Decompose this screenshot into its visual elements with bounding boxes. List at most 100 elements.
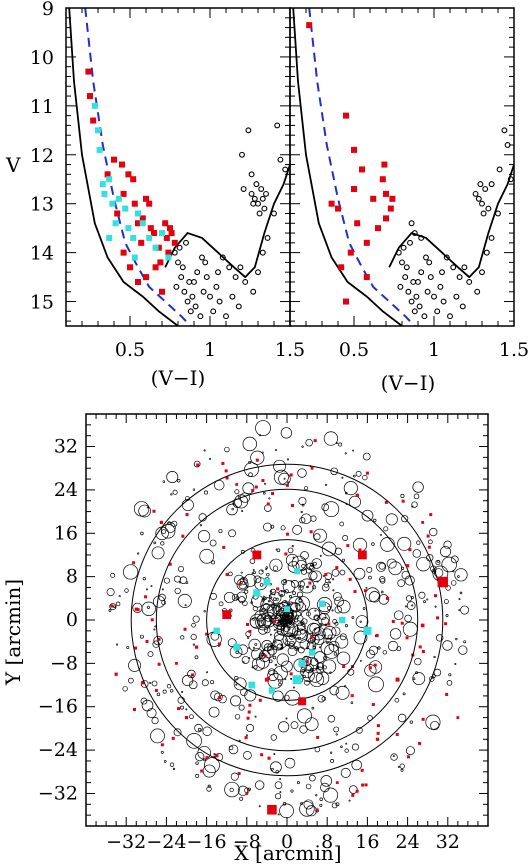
map-star-open xyxy=(412,481,424,493)
cmd-right-star-open xyxy=(496,166,503,173)
map-star-open xyxy=(313,533,321,541)
cmd-left-star-open xyxy=(242,279,249,285)
cmd-left-star-cyan xyxy=(139,220,146,227)
cmd-right-star-open xyxy=(485,205,492,212)
map-star-open xyxy=(368,676,384,693)
map-star-open xyxy=(265,615,272,622)
map-star-open xyxy=(179,576,188,584)
map-star-open xyxy=(203,758,206,762)
map-star-open xyxy=(343,481,358,496)
map-star-open xyxy=(218,529,223,534)
map-star-open xyxy=(292,591,296,595)
map-star-open xyxy=(344,624,349,628)
map-star-open xyxy=(274,619,281,627)
map-star-open xyxy=(301,618,308,625)
map-star-open xyxy=(294,595,310,612)
map-star-open xyxy=(353,630,368,645)
map-star-open xyxy=(458,645,468,655)
cmd-left-star-cyan xyxy=(96,146,103,153)
cmd-left-star-red xyxy=(168,230,175,237)
cmd-right-isochrone-solid-2 xyxy=(388,164,514,279)
cmd-left-isochrone-dashed-0 xyxy=(84,8,192,326)
map-star-open xyxy=(405,746,415,756)
cmd-left-star-red xyxy=(87,93,93,100)
cmd-right-panel: 0.5 1 1.5 (V−I) xyxy=(289,7,529,395)
map-star-open xyxy=(365,587,380,603)
cmd-left-star-open xyxy=(186,279,193,285)
map-star-open xyxy=(230,695,242,707)
map-star-open xyxy=(321,583,330,592)
map-star-open xyxy=(331,568,340,577)
cmd-left-star-red xyxy=(143,274,149,281)
map-star-open xyxy=(122,686,128,692)
map-star-open xyxy=(145,588,148,591)
map-star-red-small xyxy=(255,458,259,462)
map-y-tick-label: 8 xyxy=(66,566,78,588)
map-star-open xyxy=(201,679,209,687)
cmd-right-star-open xyxy=(418,234,425,241)
map-star-open xyxy=(365,586,368,589)
map-star-open xyxy=(237,495,240,498)
map-star-open xyxy=(310,515,317,522)
map-star-open xyxy=(156,692,161,697)
cmd-right-star-open xyxy=(408,220,415,227)
cmd-right-star-open xyxy=(423,254,429,261)
map-star-open xyxy=(150,585,153,588)
map-star-red xyxy=(222,610,232,619)
map-star-open xyxy=(180,635,185,640)
map-star-open xyxy=(290,789,294,793)
cmd-left-star-open xyxy=(251,195,258,202)
cmd-right-star-red xyxy=(338,264,345,271)
map-star-open xyxy=(355,470,362,477)
cmd-right-star-open xyxy=(400,244,407,251)
map-star-open xyxy=(329,685,340,696)
map-star-open xyxy=(460,605,470,615)
map-star-open xyxy=(400,768,404,772)
map-star-open xyxy=(261,569,264,572)
map-star-open xyxy=(313,614,320,621)
map-star-red-small xyxy=(205,632,209,636)
map-star-red-small xyxy=(264,654,268,658)
map-star-open xyxy=(228,745,234,751)
map-star-red-small xyxy=(152,509,156,513)
cmd-right-star-open xyxy=(479,269,485,276)
map-star-red-small xyxy=(407,755,411,759)
map-star-open xyxy=(109,603,117,611)
map-star-open xyxy=(383,526,389,532)
map-star-open xyxy=(423,600,426,604)
map-star-open xyxy=(206,671,209,674)
map-star-red-small xyxy=(144,595,148,599)
map-star-open xyxy=(269,659,273,663)
map-star-open xyxy=(245,734,248,737)
map-star-red-small xyxy=(335,566,339,570)
map-star-open xyxy=(397,765,401,768)
map-star-red-small xyxy=(261,479,265,483)
map-star-open xyxy=(146,605,150,609)
map-star-open xyxy=(379,576,386,583)
map-star-red-small xyxy=(418,645,422,649)
map-star-open xyxy=(300,620,305,626)
cmd-right-star-open xyxy=(440,298,447,305)
cmd-left-star-open xyxy=(175,259,181,266)
map-star-open xyxy=(379,578,386,584)
map-star-open xyxy=(380,590,384,594)
cmd-left-star-open xyxy=(179,264,186,271)
map-star-open xyxy=(299,801,315,817)
map-star-open xyxy=(244,589,249,594)
map-star-open xyxy=(163,760,167,763)
map-star-open xyxy=(139,634,144,639)
map-star-open xyxy=(273,597,277,601)
map-star-red xyxy=(134,607,138,611)
map-star-open xyxy=(185,708,188,711)
cmd-left-star-open xyxy=(216,298,223,305)
cmd-left-isochrone-solid-1 xyxy=(68,8,179,326)
cmd-left-star-open xyxy=(192,303,199,310)
cmd-right-star-open xyxy=(475,195,482,202)
map-star-open xyxy=(224,781,240,798)
map-star-open xyxy=(322,659,337,674)
map-radius-circle xyxy=(155,488,419,752)
map-star-red-small xyxy=(267,756,271,760)
map-star-open xyxy=(404,605,407,608)
map-star-open xyxy=(450,555,459,564)
map-star-open xyxy=(243,751,252,760)
